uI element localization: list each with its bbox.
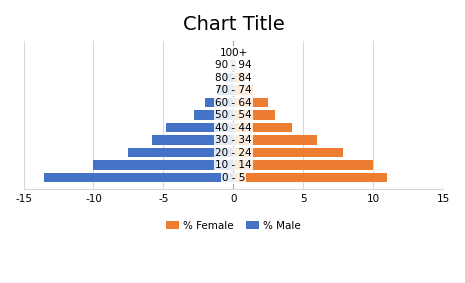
Bar bbox=[233, 60, 236, 70]
Bar bbox=[233, 98, 268, 107]
Bar bbox=[233, 173, 387, 183]
Bar bbox=[233, 110, 275, 120]
Bar bbox=[206, 98, 233, 107]
Bar bbox=[217, 85, 233, 95]
Bar bbox=[128, 148, 233, 157]
Bar bbox=[194, 110, 233, 120]
Text: 40 - 44: 40 - 44 bbox=[215, 123, 252, 133]
Bar bbox=[45, 173, 233, 183]
Text: 50 - 54: 50 - 54 bbox=[215, 110, 252, 120]
Bar bbox=[233, 136, 318, 145]
Text: 0 - 5: 0 - 5 bbox=[222, 173, 245, 183]
Bar bbox=[231, 60, 233, 70]
Text: 60 - 64: 60 - 64 bbox=[215, 98, 252, 108]
Title: Chart Title: Chart Title bbox=[183, 15, 284, 34]
Text: 70 - 74: 70 - 74 bbox=[215, 85, 252, 95]
Text: 30 - 34: 30 - 34 bbox=[215, 135, 252, 145]
Bar bbox=[152, 136, 233, 145]
Text: 90 - 94: 90 - 94 bbox=[215, 60, 252, 70]
Bar bbox=[233, 85, 253, 95]
Text: 20 - 24: 20 - 24 bbox=[215, 148, 252, 158]
Text: 80 - 84: 80 - 84 bbox=[215, 72, 252, 83]
Bar bbox=[93, 160, 233, 170]
Bar bbox=[233, 73, 245, 82]
Text: 100+: 100+ bbox=[219, 48, 247, 57]
Bar bbox=[233, 148, 343, 157]
Bar bbox=[232, 48, 233, 57]
Bar bbox=[233, 160, 373, 170]
Text: 10 - 14: 10 - 14 bbox=[215, 160, 252, 170]
Bar bbox=[233, 48, 235, 57]
Bar bbox=[166, 123, 233, 132]
Legend: % Female, % Male: % Female, % Male bbox=[162, 216, 305, 235]
Bar bbox=[224, 73, 233, 82]
Bar bbox=[233, 123, 292, 132]
